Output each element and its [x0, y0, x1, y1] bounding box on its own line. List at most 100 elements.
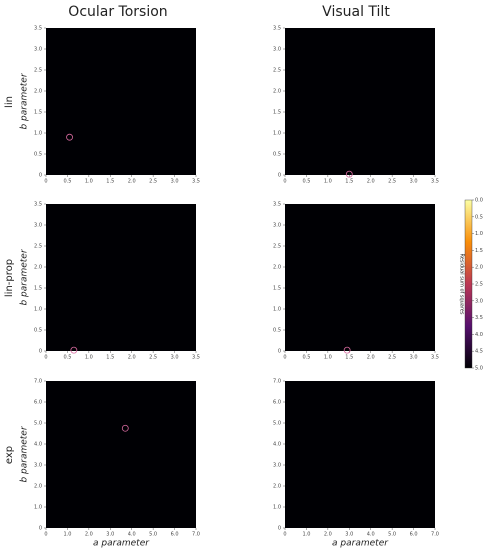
x-tick-label: 2.0	[128, 355, 136, 361]
x-tick-label: 0	[44, 532, 47, 538]
x-tick-label: 0	[283, 179, 286, 185]
heatmap-bg	[285, 28, 435, 175]
y-tick-label: 3.0	[273, 223, 281, 229]
x-tick-label: 5.0	[149, 532, 157, 538]
y-tick-label: 1.0	[34, 307, 42, 313]
x-tick-label: 7.0	[192, 532, 200, 538]
x-tick-label: 6.0	[171, 532, 179, 538]
row-label: lin-prop	[4, 259, 15, 297]
column-title: Ocular Torsion	[68, 4, 167, 20]
x-axis-label: a parameter	[93, 539, 150, 549]
heatmap-bg	[46, 381, 196, 528]
y-tick-label: 7.0	[273, 379, 281, 385]
y-tick-label: 0.5	[34, 328, 42, 334]
x-tick-label: 1.5	[345, 355, 353, 361]
colorbar-tick-label: 4.5	[475, 349, 483, 355]
colorbar	[464, 199, 473, 369]
x-tick-label: 0.5	[63, 355, 71, 361]
y-tick-label: 3.5	[273, 202, 281, 208]
heatmap-bg	[285, 381, 435, 528]
y-tick-label: 1.0	[273, 307, 281, 313]
colorbar-tick-label: 5.0	[475, 366, 483, 372]
x-tick-label: 5.0	[388, 532, 396, 538]
y-tick-label: 2.0	[34, 484, 42, 490]
heatmap-bg	[285, 204, 435, 351]
y-tick-label: 2.0	[273, 89, 281, 95]
row-label: exp	[4, 446, 15, 464]
y-tick-label: 2.0	[273, 265, 281, 271]
y-tick-label: 0.5	[34, 152, 42, 158]
y-tick-label: 2.5	[34, 68, 42, 74]
x-tick-label: 0	[44, 179, 47, 185]
x-tick-label: 0.5	[302, 355, 310, 361]
x-tick-label: 3.0	[345, 532, 353, 538]
y-tick-label: 0.5	[273, 152, 281, 158]
y-tick-label: 1.5	[273, 286, 281, 292]
colorbar-tick-label: 3.0	[475, 298, 483, 304]
y-tick-label: 3.0	[273, 47, 281, 53]
x-tick-label: 0	[44, 355, 47, 361]
x-tick-label: 2.5	[149, 179, 157, 185]
y-axis-label: b parameter	[20, 425, 30, 482]
y-tick-label: 0	[278, 173, 281, 179]
y-tick-label: 3.0	[34, 463, 42, 469]
y-tick-label: 1.5	[273, 110, 281, 116]
colorbar-tick-label: 2.5	[475, 282, 483, 288]
y-tick-label: 5.0	[273, 421, 281, 427]
y-tick-label: 1.5	[34, 286, 42, 292]
y-tick-label: 0	[39, 173, 42, 179]
x-tick-label: 2.5	[149, 355, 157, 361]
row-label: lin	[4, 96, 15, 108]
y-tick-label: 2.5	[273, 244, 281, 250]
colorbar-tick-label: 4.0	[475, 332, 483, 338]
y-tick-label: 3.5	[273, 26, 281, 32]
x-tick-label: 2.5	[388, 179, 396, 185]
y-tick-label: 3.5	[34, 26, 42, 32]
x-tick-label: 2.0	[367, 355, 375, 361]
x-axis-label: a parameter	[332, 539, 389, 549]
y-axis-label: b parameter	[20, 72, 30, 129]
x-tick-label: 1.5	[106, 355, 114, 361]
x-tick-label: 2.0	[85, 532, 93, 538]
x-tick-label: 3.5	[192, 179, 200, 185]
x-tick-label: 3.0	[410, 179, 418, 185]
x-tick-label: 1.0	[324, 355, 332, 361]
x-tick-label: 3.5	[192, 355, 200, 361]
y-tick-label: 3.0	[34, 223, 42, 229]
y-tick-label: 2.0	[273, 484, 281, 490]
x-tick-label: 1.0	[324, 179, 332, 185]
x-tick-label: 4.0	[128, 532, 136, 538]
y-tick-label: 1.0	[34, 131, 42, 137]
best-fit	[70, 346, 78, 354]
y-tick-label: 0	[278, 526, 281, 532]
y-tick-label: 2.0	[34, 265, 42, 271]
colorbar-tick-label: 1.0	[475, 231, 483, 237]
x-tick-label: 3.5	[431, 355, 439, 361]
y-tick-label: 7.0	[34, 379, 42, 385]
x-tick-label: 3.5	[431, 179, 439, 185]
best-fit	[121, 424, 129, 432]
y-tick-label: 0	[39, 526, 42, 532]
y-tick-label: 1.0	[273, 505, 281, 511]
colorbar-tick-label: 0.0	[475, 198, 483, 204]
x-tick-label: 3.0	[106, 532, 114, 538]
x-tick-label: 0.5	[63, 179, 71, 185]
y-tick-label: 2.0	[34, 89, 42, 95]
x-tick-label: 7.0	[431, 532, 439, 538]
heatmap-bg	[46, 28, 196, 175]
y-tick-label: 5.0	[34, 421, 42, 427]
y-tick-label: 4.0	[273, 442, 281, 448]
x-tick-label: 0	[283, 355, 286, 361]
x-tick-label: 1.0	[302, 532, 310, 538]
y-tick-label: 6.0	[273, 400, 281, 406]
x-tick-label: 6.0	[410, 532, 418, 538]
best-fit	[66, 133, 73, 141]
colorbar-label: Residual sum of squares	[459, 254, 465, 315]
x-tick-label: 1.0	[85, 179, 93, 185]
y-tick-label: 1.0	[34, 505, 42, 511]
y-tick-label: 6.0	[34, 400, 42, 406]
x-tick-label: 2.0	[367, 179, 375, 185]
y-tick-label: 0.5	[273, 328, 281, 334]
heatmap-bg	[46, 204, 196, 351]
